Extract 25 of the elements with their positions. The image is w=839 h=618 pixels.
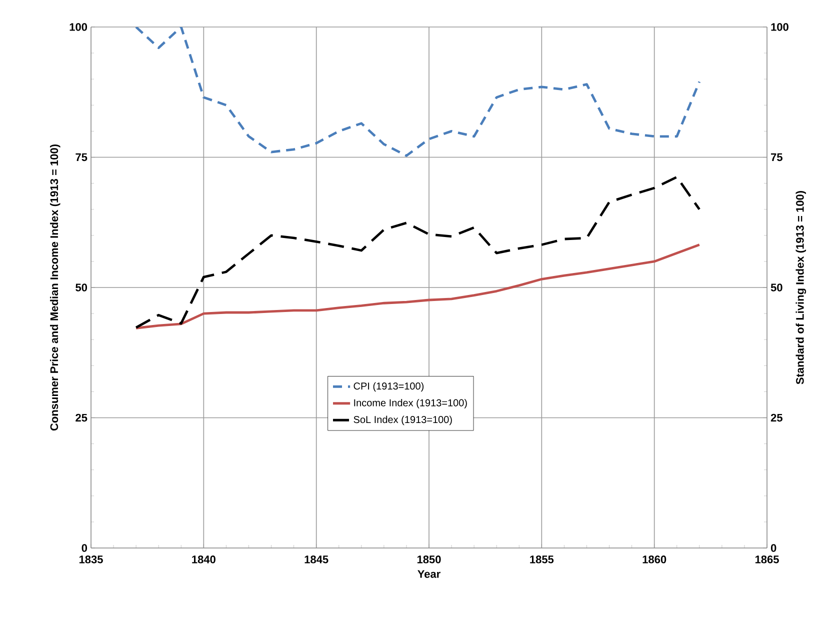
x-tick-label: 1845 [304,556,328,564]
legend-label: SoL Index (1913=100) [354,416,452,426]
y-tick-label: 50 [76,284,88,292]
x-tick-label: 1860 [642,556,666,564]
y2-tick-label: 100 [771,23,788,31]
x-tick-label: 1850 [417,556,441,564]
line-series [134,26,701,157]
legend-label: Income Index (1913=100) [354,399,467,408]
x-tick-label: 1865 [755,556,779,564]
y-axis-title: Consumer Price and Median Income Index (1913 = 100) [50,144,60,431]
x-axis-title: Year [418,570,440,578]
y-tick-label: 0 [82,544,88,552]
y2-tick-label: 75 [771,153,782,162]
y2-tick-label: 50 [770,284,782,292]
y-tick-label: 25 [76,414,88,422]
x-tick-label: 1855 [530,556,554,564]
y2-tick-label: 25 [770,414,782,422]
legend-label: CPI (1913=100) [354,382,424,392]
x-tick-label: 1835 [79,556,103,564]
y-tick-label: 75 [76,153,88,162]
y2-tick-label: 0 [770,544,776,552]
y-tick-label: 100 [70,23,88,31]
line-series [134,176,701,329]
y2-axis-title: Standard of Living Index (1913 = 100) [796,190,806,384]
x-tick-label: 1840 [192,556,216,564]
